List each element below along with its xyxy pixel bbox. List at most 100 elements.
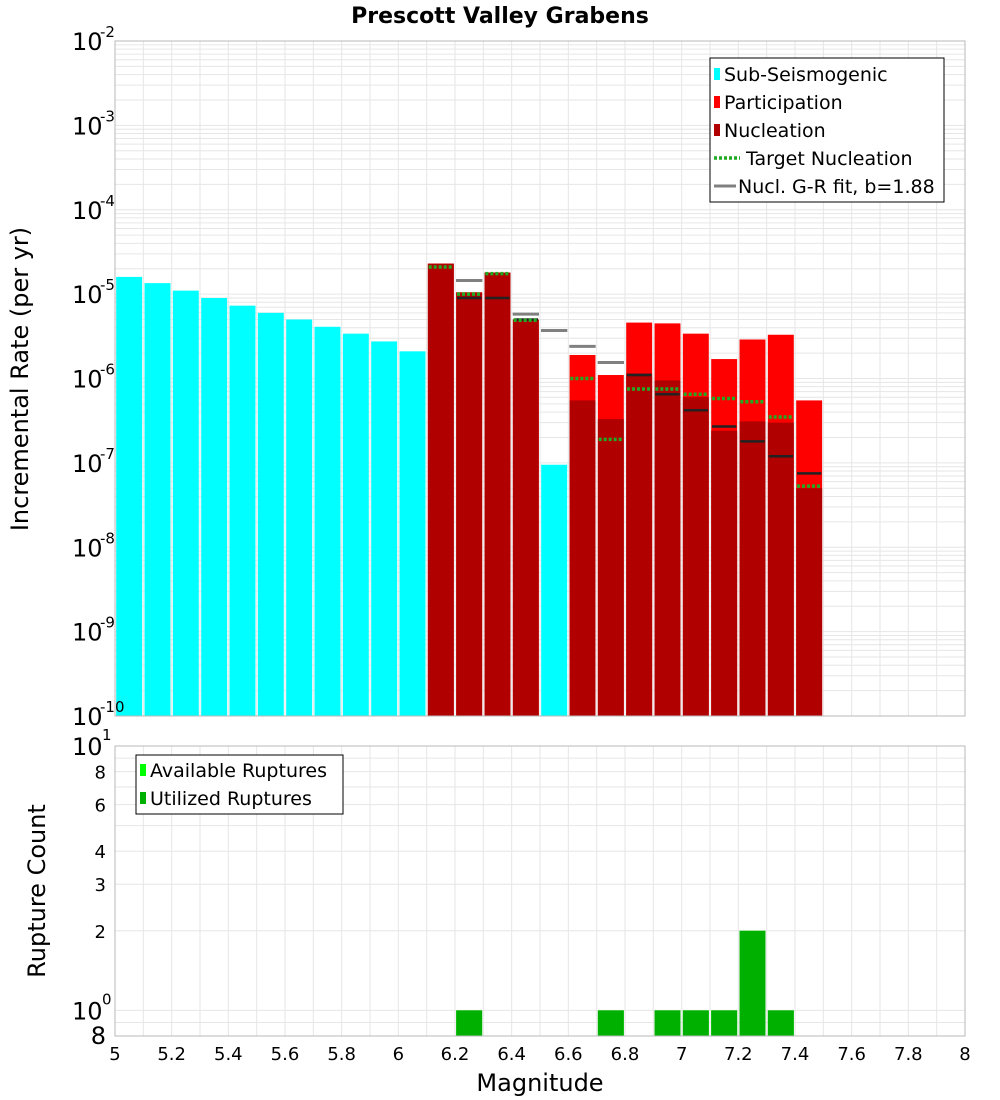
bottom-plot-frame — [114, 745, 966, 1037]
sub-seismogenic-bar — [229, 305, 256, 716]
nucleation-bar — [711, 430, 738, 716]
nucleation-bar — [796, 488, 823, 716]
nucleation-bar — [654, 380, 681, 716]
sub-seismogenic-bar — [541, 464, 568, 716]
sub-seismogenic-bar — [144, 283, 171, 716]
sub-seismogenic-bar — [201, 297, 228, 716]
bottom-legend: Available Ruptures Utilized Ruptures — [135, 754, 344, 815]
x-tick-label: 7.6 — [837, 1044, 866, 1065]
legend-label: Target Nucleation — [745, 148, 913, 170]
sub-seismogenic-bar — [116, 276, 143, 716]
legend-label: Nucl. G-R fit, b=1.88 — [738, 176, 935, 198]
y-tick-base: 10 — [72, 112, 103, 140]
sub-seismogenic-bar — [286, 319, 313, 716]
legend-box — [709, 57, 945, 203]
y-tick-label: 10-9 — [72, 614, 115, 647]
utilized-rupture-bar — [597, 1010, 624, 1036]
y-tick-exponent: -10 — [100, 698, 125, 716]
utilized-rupture-bar — [682, 1010, 709, 1036]
nucleation-bar — [427, 263, 454, 716]
utilized-rupture-bar — [456, 1010, 483, 1036]
top-plot-frame — [114, 40, 966, 717]
legend-label: Participation — [724, 92, 843, 114]
legend-swatch — [140, 764, 146, 776]
y-tick-exponent: -5 — [100, 276, 115, 294]
y-tick-label: 3 — [95, 875, 106, 896]
y-tick-exponent: -2 — [100, 23, 115, 41]
x-tick-label: 5.6 — [271, 1044, 300, 1065]
nucleation-bar — [682, 397, 709, 716]
y-tick-label: 10-2 — [72, 23, 115, 56]
utilized-rupture-bar — [739, 930, 766, 1036]
nucleation-bar — [512, 319, 539, 716]
x-tick-label: 5.8 — [327, 1044, 356, 1065]
legend-swatch — [714, 124, 720, 136]
bottom-plot-bars — [456, 930, 794, 1036]
y-tick-exponent: 0 — [102, 990, 112, 1008]
y-tick-exponent: -4 — [100, 192, 115, 210]
y-tick-label: 10-8 — [72, 529, 115, 562]
sub-seismogenic-bar — [172, 290, 199, 716]
utilized-rupture-bar — [767, 1010, 794, 1036]
top-y-tick-labels: 10-210-310-410-510-610-710-810-910-10 — [72, 23, 125, 731]
utilized-rupture-bar — [654, 1010, 681, 1036]
x-tick-label: 7.8 — [894, 1044, 923, 1065]
y-tick-exponent: -9 — [100, 614, 115, 632]
y-tick-label: 10 1 — [72, 726, 112, 761]
y-tick-exponent: -6 — [100, 361, 115, 379]
y-tick-exponent: -8 — [100, 529, 115, 547]
nucleation-bar — [569, 400, 596, 716]
sub-seismogenic-bar — [399, 351, 426, 716]
bottom-y-axis-label: Rupture Count — [23, 804, 51, 978]
legend-label: Nucleation — [724, 120, 826, 142]
x-tick-label: 6.8 — [611, 1044, 640, 1065]
top-plot-lines — [428, 265, 822, 488]
sub-seismogenic-bar — [371, 341, 398, 716]
y-tick-base: 10 — [72, 619, 103, 647]
top-plot-bars — [116, 263, 823, 716]
y-tick-label: 10-4 — [72, 192, 115, 225]
legend-label: Available Ruptures — [150, 760, 327, 782]
legend-box — [135, 754, 344, 815]
nucleation-bar — [456, 292, 483, 716]
legend-label: Utilized Ruptures — [150, 788, 312, 810]
y-tick-base: 10 — [72, 733, 103, 761]
nucleation-bar — [767, 422, 794, 716]
x-tick-label: 6.4 — [497, 1044, 526, 1065]
nucleation-bar — [597, 419, 624, 716]
top-y-axis-label: Incremental Rate (per yr) — [6, 227, 34, 531]
y-tick-label: 10-6 — [72, 361, 115, 394]
legend-label: Sub-Seismogenic — [724, 64, 888, 86]
y-tick-label: 2 — [95, 922, 106, 943]
x-tick-label: 5.2 — [157, 1044, 186, 1065]
y-tick-label: 10-5 — [72, 276, 115, 309]
sub-seismogenic-bar — [257, 312, 284, 716]
x-tick-labels: 5 5.2 5.4 5.6 5.8 6 6.2 6.4 6.6 6.8 7 7.2 7.4 7.6 7.8 8 — [109, 1044, 970, 1065]
sub-seismogenic-bar — [314, 326, 341, 716]
legend-swatch — [140, 792, 146, 804]
x-tick-label: 8 — [959, 1044, 970, 1065]
y-tick-base: 10 — [72, 997, 103, 1025]
y-tick-base: 10 — [72, 281, 103, 309]
top-legend: Sub-Seismogenic Participation Nucleation Ta… — [709, 57, 945, 203]
y-tick-base: 10 — [72, 703, 103, 731]
sub-seismogenic-bar — [342, 333, 369, 716]
utilized-rupture-bar — [711, 1010, 738, 1036]
y-tick-label: 10-3 — [72, 107, 115, 140]
y-tick-base: 10 — [72, 28, 103, 56]
y-tick-exponent: -3 — [100, 107, 115, 125]
y-tick-exponent: -7 — [100, 445, 115, 463]
x-tick-label: 6.6 — [554, 1044, 583, 1065]
y-tick-base: 10 — [72, 197, 103, 225]
x-tick-label: 7.4 — [781, 1044, 810, 1065]
y-tick-label: 6 — [95, 796, 106, 817]
nucleation-bar — [626, 373, 653, 716]
x-tick-label: 7 — [676, 1044, 687, 1065]
x-tick-label: 5.4 — [214, 1044, 243, 1065]
y-tick-label: 8 — [91, 1022, 106, 1050]
x-tick-label: 7.2 — [724, 1044, 753, 1065]
y-tick-label: 10 0 — [72, 990, 112, 1025]
x-tick-label: 6 — [393, 1044, 404, 1065]
